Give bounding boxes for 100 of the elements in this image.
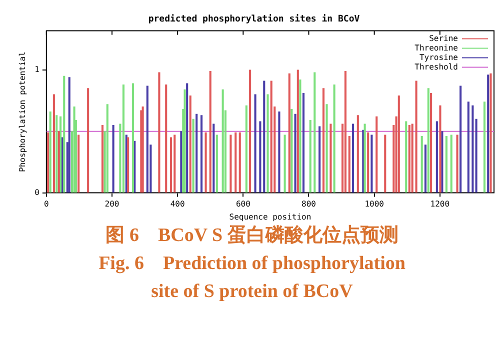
bar	[146, 86, 148, 193]
bar	[259, 121, 262, 193]
bar	[352, 124, 354, 193]
bar	[245, 105, 248, 193]
bar	[263, 80, 266, 193]
bar	[420, 136, 423, 193]
bar	[445, 136, 448, 193]
bar	[344, 70, 346, 193]
y-axis-title: Phosphorylation potential	[18, 51, 27, 172]
legend-label: Tyrosine	[419, 52, 458, 62]
bar	[411, 124, 414, 193]
bar	[52, 94, 55, 193]
bar	[234, 132, 237, 193]
bar	[158, 72, 160, 193]
bar	[78, 134, 80, 193]
bar	[472, 105, 474, 193]
bar	[142, 106, 144, 193]
bar	[405, 121, 408, 193]
x-tick-label: 0	[44, 200, 49, 209]
bar	[132, 83, 134, 193]
bar	[204, 132, 207, 193]
bar	[460, 86, 462, 193]
bar	[450, 134, 452, 193]
bar	[284, 134, 286, 193]
bar	[487, 74, 490, 193]
bar	[299, 80, 302, 193]
bar	[427, 88, 430, 193]
bar	[490, 73, 492, 193]
bar	[56, 115, 58, 193]
bar	[436, 121, 438, 193]
bar	[106, 104, 108, 193]
bar	[439, 105, 442, 193]
bar	[296, 70, 299, 193]
x-tick-label: 200	[104, 200, 120, 209]
bar	[398, 96, 400, 193]
bar	[68, 77, 70, 193]
bar	[302, 93, 305, 193]
bar	[330, 124, 332, 193]
bar	[322, 88, 325, 193]
x-tick-label: 400	[170, 200, 185, 209]
bar	[112, 124, 114, 193]
bar	[266, 94, 269, 193]
bar	[333, 84, 336, 193]
bar	[192, 118, 194, 193]
bar	[376, 116, 378, 193]
bar	[356, 115, 359, 193]
bar	[254, 94, 256, 193]
caption: 图 6 BCoV S 蛋白磷酸化位点预测	[104, 224, 400, 248]
x-tick-label: 1200	[430, 200, 450, 209]
bar	[249, 70, 252, 193]
legend-label: Serine	[429, 34, 458, 43]
bar	[270, 80, 272, 193]
bar	[290, 109, 293, 193]
bar	[362, 130, 364, 193]
x-tick-label: 1000	[364, 200, 384, 209]
bar	[122, 84, 125, 193]
bar	[370, 134, 373, 193]
bar	[180, 131, 182, 193]
x-axis-title: Sequence position	[229, 212, 312, 222]
bar	[216, 134, 218, 193]
bar	[212, 124, 215, 193]
bar	[483, 102, 486, 193]
bar	[140, 110, 142, 193]
bar	[184, 89, 186, 193]
bar	[288, 73, 290, 193]
chart-title: predicted phosphorylation sites in BCoV	[148, 14, 360, 25]
bar	[196, 114, 198, 193]
bar	[189, 96, 192, 193]
bar	[170, 137, 172, 193]
bar	[467, 102, 470, 193]
legend-label: Threonine	[414, 43, 458, 52]
bar	[87, 88, 90, 193]
bar	[430, 93, 432, 193]
x-tick-label: 800	[302, 200, 316, 209]
bar	[367, 132, 370, 193]
bar	[63, 76, 66, 193]
bar	[364, 124, 366, 193]
bar	[348, 136, 350, 193]
bar	[294, 114, 296, 193]
bar	[230, 134, 232, 193]
bar	[408, 124, 410, 193]
bar	[222, 89, 224, 193]
bar	[456, 134, 458, 193]
bar	[314, 72, 316, 193]
bar	[424, 144, 426, 193]
caption: Fig. 6 Prediction of phosphorylation	[98, 252, 406, 276]
bar	[127, 137, 130, 193]
x-tick-label: 600	[236, 200, 251, 209]
bar	[200, 115, 203, 193]
bar	[309, 120, 312, 193]
bar	[415, 80, 418, 193]
bar	[101, 124, 104, 193]
bar	[49, 111, 52, 193]
bar	[384, 134, 386, 193]
bar	[326, 104, 328, 193]
bar	[278, 111, 280, 193]
bar	[186, 83, 188, 193]
legend-label: Threshold	[414, 62, 458, 72]
bar	[47, 132, 50, 193]
text: site of S protein of BCoV	[150, 280, 354, 304]
